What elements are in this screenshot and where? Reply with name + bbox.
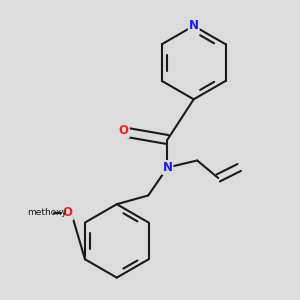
Text: O: O [119, 124, 129, 137]
Text: N: N [189, 20, 199, 32]
Text: O: O [63, 206, 73, 219]
Text: methoxy: methoxy [27, 208, 67, 217]
Text: N: N [163, 161, 172, 174]
